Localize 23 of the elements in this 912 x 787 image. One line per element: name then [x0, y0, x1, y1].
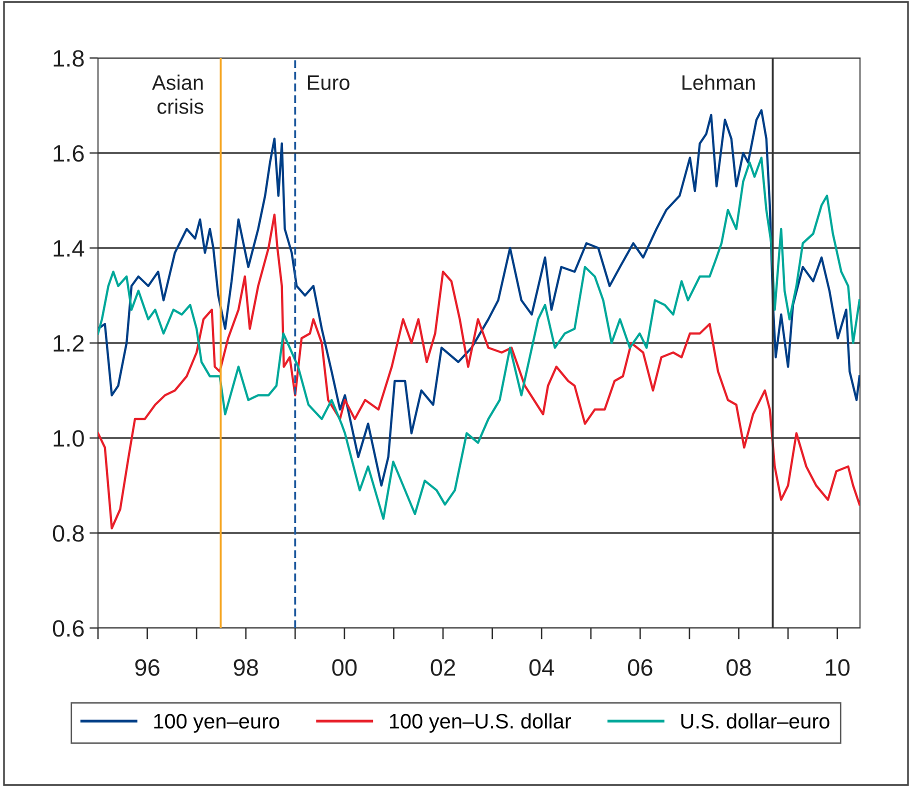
x-tick-label: 10: [826, 659, 850, 676]
legend-label: U.S. dollar–euro: [681, 713, 830, 729]
y-tick-label: 0.8: [52, 525, 84, 542]
x-tick-label: 08: [726, 659, 751, 676]
ref-line-label: Euro: [308, 75, 350, 90]
x-tick-label: 04: [529, 659, 554, 676]
y-tick-label: 1.0: [54, 430, 84, 447]
line-series: [98, 214, 860, 530]
x-tick-label: 96: [135, 659, 160, 676]
ref-line-label: Asian crisis: [152, 74, 204, 114]
y-tick-label: 1.4: [54, 240, 84, 257]
y-tick-label: 1.6: [54, 145, 84, 162]
legend-label: 100 yen–U.S. dollar: [390, 713, 572, 733]
x-tick-label: 06: [628, 659, 652, 676]
line-series: [98, 156, 860, 520]
x-tick-label: 00: [332, 659, 357, 676]
y-tick-label: 1.2: [54, 335, 84, 352]
x-tick-label: 02: [430, 659, 455, 676]
y-tick-label: 0.6: [52, 620, 84, 637]
y-tick-label: 1.8: [54, 50, 84, 67]
ref-line-label: Lehman: [682, 74, 755, 90]
x-tick-label: 98: [234, 659, 258, 676]
legend-label: 100 yen–euro: [154, 714, 280, 733]
